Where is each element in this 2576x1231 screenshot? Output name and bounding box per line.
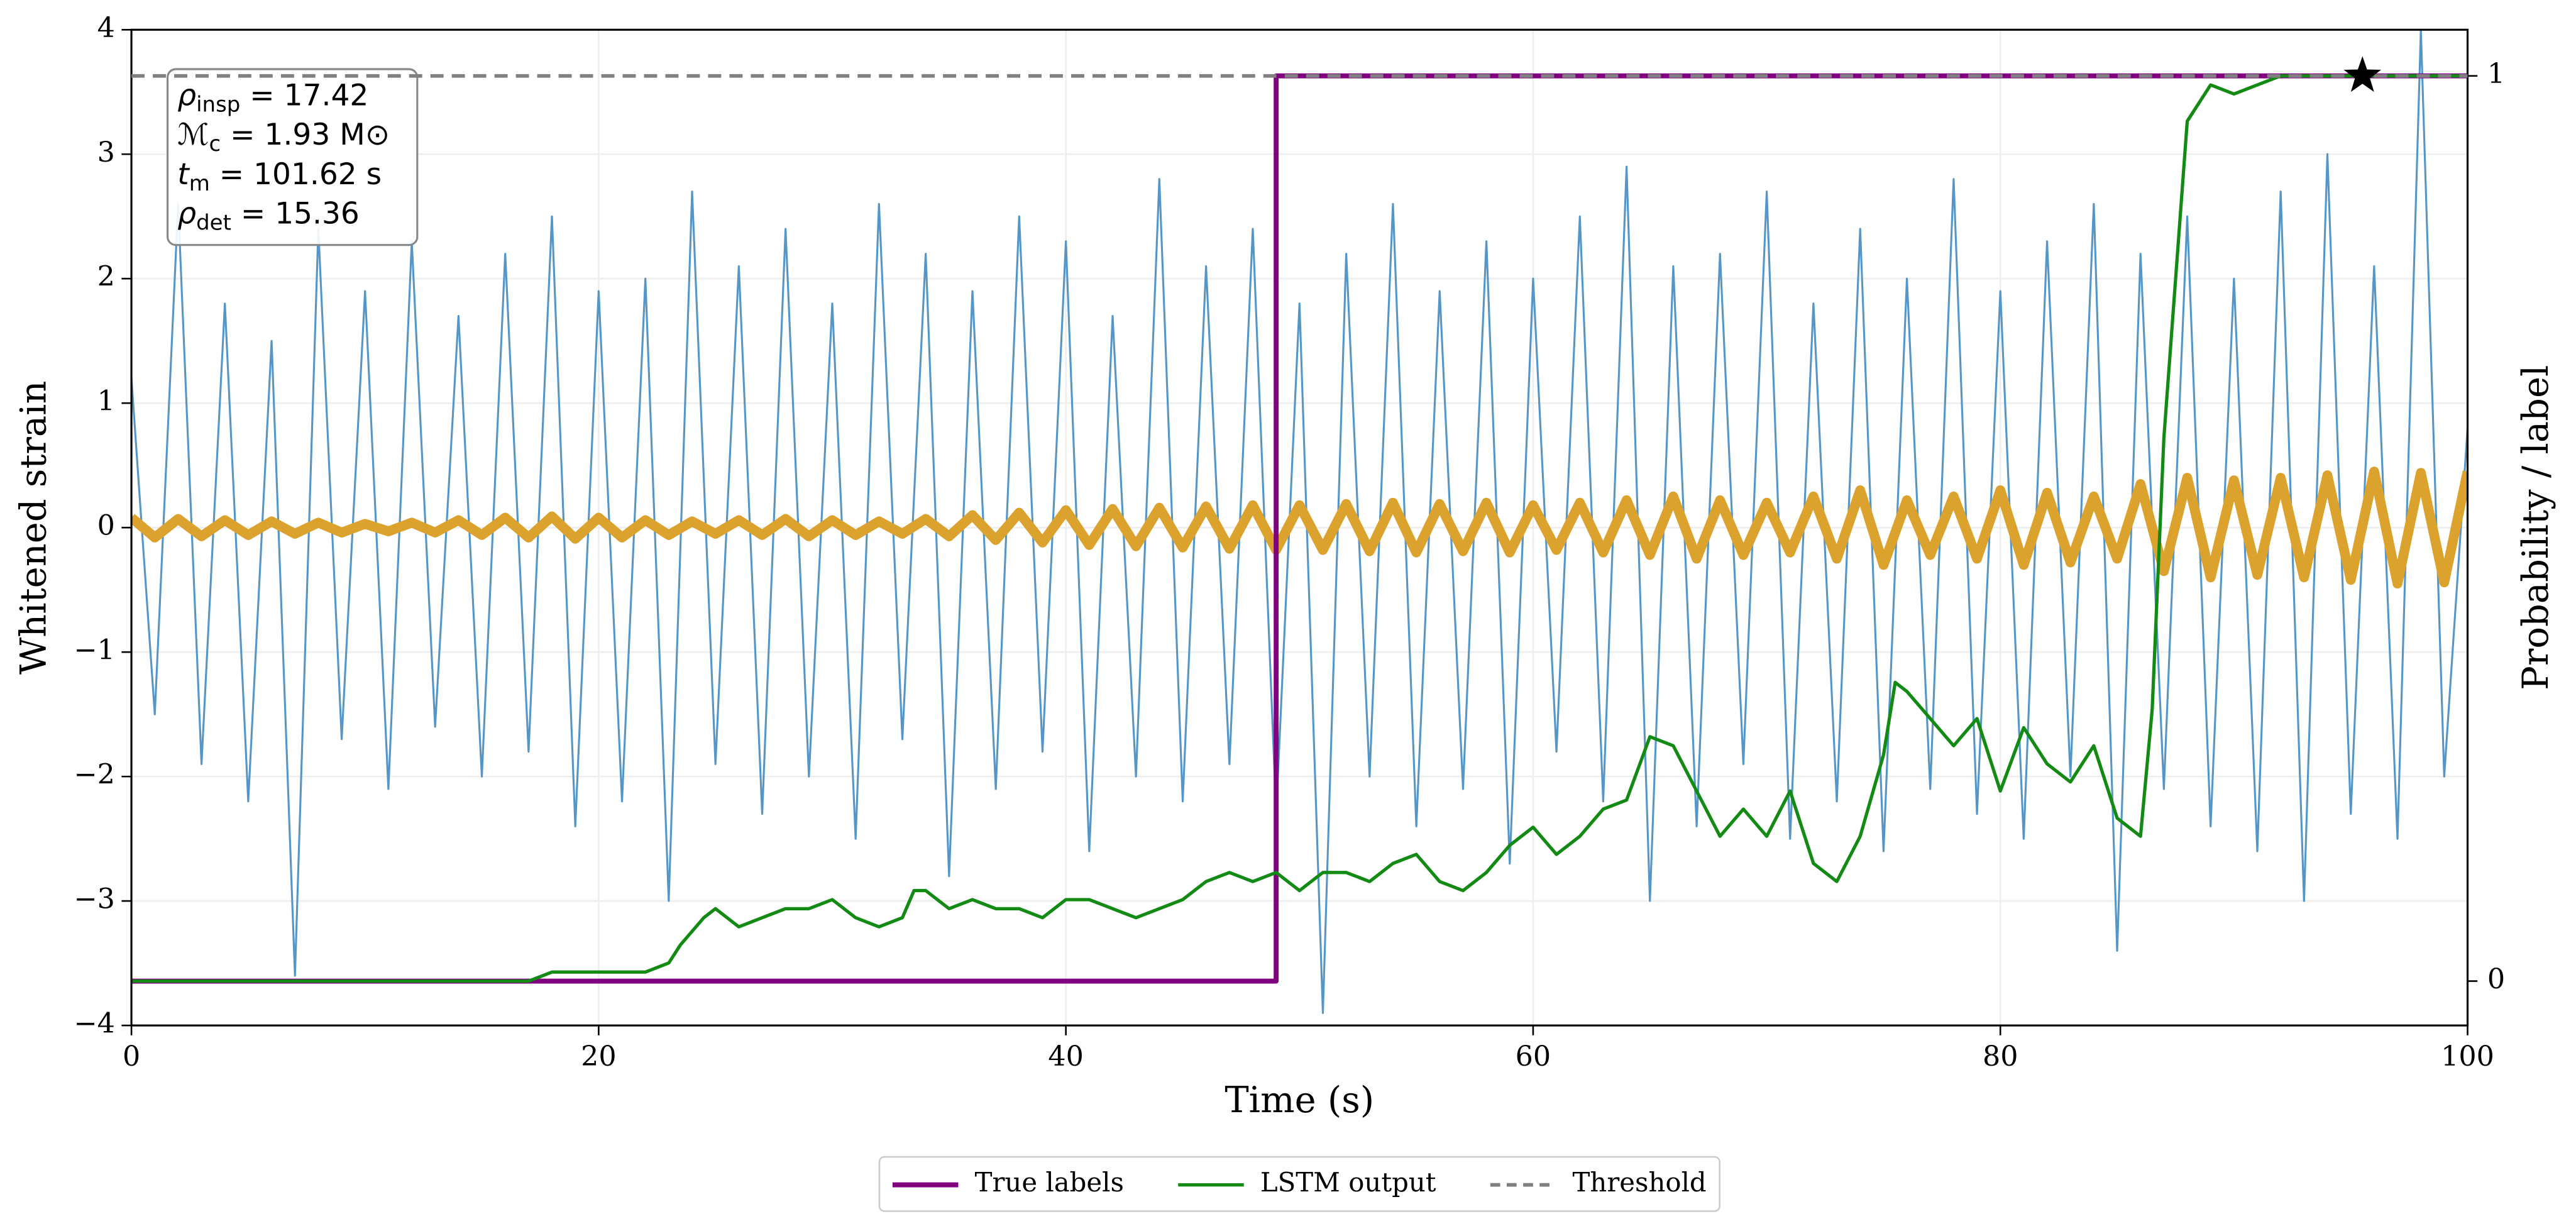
annotation-value: = 1.93 M⊙ bbox=[221, 118, 390, 152]
annotation-symbol: ρ bbox=[177, 196, 196, 231]
annotation-value: = 101.62 s bbox=[210, 157, 382, 191]
x-tick-label: 100 bbox=[2441, 1041, 2494, 1073]
y2-tick-label: 0 bbox=[2487, 963, 2505, 995]
series-line bbox=[131, 74, 2468, 983]
series-line bbox=[131, 466, 2468, 589]
x-tick-label: 60 bbox=[1516, 1041, 1551, 1073]
y-tick-label: −1 bbox=[74, 634, 114, 666]
annotation-symbol: t bbox=[177, 157, 190, 191]
y-tick-label: −4 bbox=[74, 1008, 114, 1040]
legend: True labels LSTM output Threshold bbox=[878, 1156, 1720, 1212]
x-axis-label: Time (s) bbox=[1225, 1079, 1374, 1121]
annotation-subscript: c bbox=[209, 131, 221, 157]
legend-item: True labels bbox=[892, 1167, 1124, 1198]
y-tick-label: 4 bbox=[97, 12, 115, 44]
annotation-line: ρinsp = 17.42 bbox=[177, 78, 368, 117]
annotation-line: tm = 101.62 s bbox=[177, 157, 382, 196]
annotation-subscript: det bbox=[196, 210, 231, 235]
y-tick-label: 3 bbox=[97, 136, 115, 168]
annotation-value: = 17.42 bbox=[240, 78, 368, 113]
x-tick-label: 80 bbox=[1983, 1041, 2018, 1073]
annotation-box bbox=[167, 68, 419, 246]
annotation-line: ℳc = 1.93 M⊙ bbox=[177, 118, 390, 157]
legend-label: True labels bbox=[975, 1167, 1124, 1198]
x-tick-label: 20 bbox=[581, 1041, 617, 1073]
y-tick-label: −2 bbox=[74, 759, 114, 791]
y-tick-label: −3 bbox=[74, 883, 114, 915]
annotation-line: ρdet = 15.36 bbox=[177, 196, 360, 235]
legend-item: Threshold bbox=[1490, 1167, 1707, 1198]
annotation-symbol: ℳ bbox=[177, 118, 209, 152]
legend-label: Threshold bbox=[1573, 1167, 1707, 1198]
y2-tick-label: 1 bbox=[2487, 58, 2505, 90]
annotation-subscript: m bbox=[189, 170, 210, 196]
legend-box bbox=[878, 1156, 1720, 1212]
x-tick-label: 40 bbox=[1048, 1041, 1084, 1073]
y2-axis-label: Probability / label bbox=[2514, 365, 2557, 690]
y-tick-label: 0 bbox=[97, 510, 115, 542]
y-axis-label: Whitened strain bbox=[13, 380, 55, 674]
y-tick-label: 1 bbox=[97, 385, 115, 417]
series-line bbox=[131, 30, 2468, 1014]
legend-label: LSTM output bbox=[1260, 1167, 1436, 1198]
x-tick-label: 0 bbox=[123, 1041, 140, 1073]
star-marker bbox=[2343, 56, 2382, 92]
y-tick-label: 2 bbox=[97, 261, 115, 293]
legend-item: LSTM output bbox=[1178, 1167, 1436, 1198]
annotation-symbol: ρ bbox=[177, 78, 196, 113]
annotation-subscript: insp bbox=[196, 92, 240, 117]
annotation-value: = 15.36 bbox=[231, 196, 360, 231]
